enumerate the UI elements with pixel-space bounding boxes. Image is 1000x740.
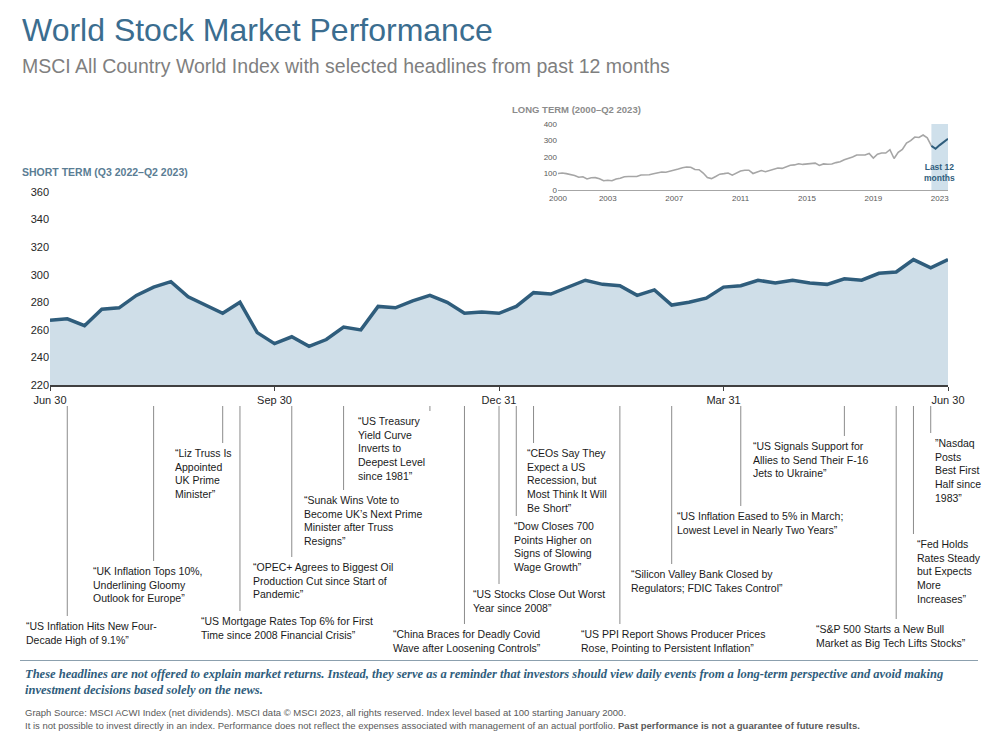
svg-text:“US Inflation Eased to 5% in M: “US Inflation Eased to 5% in March;Lowes…	[677, 510, 843, 536]
svg-text:“China Braces for Deadly Covid: “China Braces for Deadly CovidWave after…	[393, 628, 541, 654]
svg-text:Sep 30: Sep 30	[257, 394, 292, 406]
svg-text:”NasdaqPostsBest FirstHalf sin: ”NasdaqPostsBest FirstHalf since1983”	[935, 437, 981, 504]
svg-text:“CEOs Say TheyExpect a USReces: “CEOs Say TheyExpect a USRecession, butM…	[527, 447, 607, 514]
svg-text:2003: 2003	[599, 194, 617, 203]
svg-text:“US Stocks Close Out WorstYear: “US Stocks Close Out WorstYear since 200…	[473, 588, 605, 614]
svg-text:“Sunak Wins Vote toBecome UK’s: “Sunak Wins Vote toBecome UK’s Next Prim…	[304, 494, 422, 547]
svg-text:“Dow Closes 700Points Higher o: “Dow Closes 700Points Higher onSigns of …	[514, 520, 594, 573]
svg-text:100: 100	[544, 169, 558, 178]
svg-text:2019: 2019	[864, 194, 882, 203]
svg-text:“US Inflation Hits New Four-De: “US Inflation Hits New Four-Decade High …	[26, 620, 157, 646]
svg-text:Jun 30: Jun 30	[33, 394, 66, 406]
svg-text:2007: 2007	[665, 194, 683, 203]
svg-text:MSCI All Country World Index w: MSCI All Country World Index with select…	[22, 55, 670, 77]
svg-text:World Stock Market Performance: World Stock Market Performance	[22, 12, 493, 48]
svg-text:340: 340	[31, 213, 49, 225]
svg-text:0: 0	[553, 186, 558, 195]
svg-text:LONG TERM (2000–Q2 2023): LONG TERM (2000–Q2 2023)	[512, 104, 641, 115]
svg-text:2011: 2011	[732, 194, 750, 203]
svg-text:260: 260	[31, 324, 49, 336]
svg-text:2015: 2015	[798, 194, 816, 203]
svg-text:Mar 31: Mar 31	[706, 394, 740, 406]
svg-text:360: 360	[31, 186, 49, 198]
svg-text:200: 200	[544, 153, 558, 162]
svg-text:2000: 2000	[549, 194, 567, 203]
svg-text:“US Mortgage Rates Top 6% for: “US Mortgage Rates Top 6% for FirstTime …	[201, 615, 373, 641]
svg-text:320: 320	[31, 241, 49, 253]
svg-text:“US Signals Support forAllies: “US Signals Support forAllies to Send Th…	[753, 440, 869, 479]
svg-text:Last 12months: Last 12months	[924, 162, 955, 183]
svg-text:240: 240	[31, 351, 49, 363]
svg-text:“OPEC+ Agrees to Biggest OilPr: “OPEC+ Agrees to Biggest OilProduction C…	[253, 561, 393, 600]
svg-text:Dec 31: Dec 31	[482, 394, 517, 406]
svg-text:“S&P 500 Starts a New BullMark: “S&P 500 Starts a New BullMarket as Big …	[816, 623, 966, 649]
svg-text:“Fed HoldsRates Steadybut Expe: “Fed HoldsRates Steadybut ExpectsMoreInc…	[917, 538, 981, 605]
svg-text:220: 220	[31, 379, 49, 391]
svg-text:Jun 30: Jun 30	[931, 394, 964, 406]
svg-text:“Silicon Valley Bank Closed by: “Silicon Valley Bank Closed byRegulators…	[631, 568, 783, 594]
html-text:It is not possible to invest d: It is not possible to invest directly in…	[25, 720, 860, 731]
svg-text:SHORT TERM (Q3 2022–Q2 2023): SHORT TERM (Q3 2022–Q2 2023)	[22, 166, 188, 178]
svg-text:300: 300	[544, 136, 558, 145]
svg-text:“Liz Truss IsAppointedUK Prime: “Liz Truss IsAppointedUK PrimeMinister”	[175, 447, 232, 500]
html-text:Graph Source: MSCI ACWI Index: Graph Source: MSCI ACWI Index (net divid…	[25, 707, 626, 718]
svg-text:“US TreasuryYield CurveInverts: “US TreasuryYield CurveInverts toDeepest…	[358, 415, 425, 482]
svg-text:2023: 2023	[931, 194, 949, 203]
svg-text:400: 400	[544, 120, 558, 129]
html-text:These headlines are not offere: These headlines are not offered to expla…	[25, 667, 944, 697]
svg-text:280: 280	[31, 296, 49, 308]
svg-text:“US PPI Report Shows Producer: “US PPI Report Shows Producer PricesRose…	[581, 628, 765, 654]
svg-text:“UK Inflation Tops 10%,Underli: “UK Inflation Tops 10%,Underlining Gloom…	[93, 565, 203, 604]
svg-text:300: 300	[31, 269, 49, 281]
